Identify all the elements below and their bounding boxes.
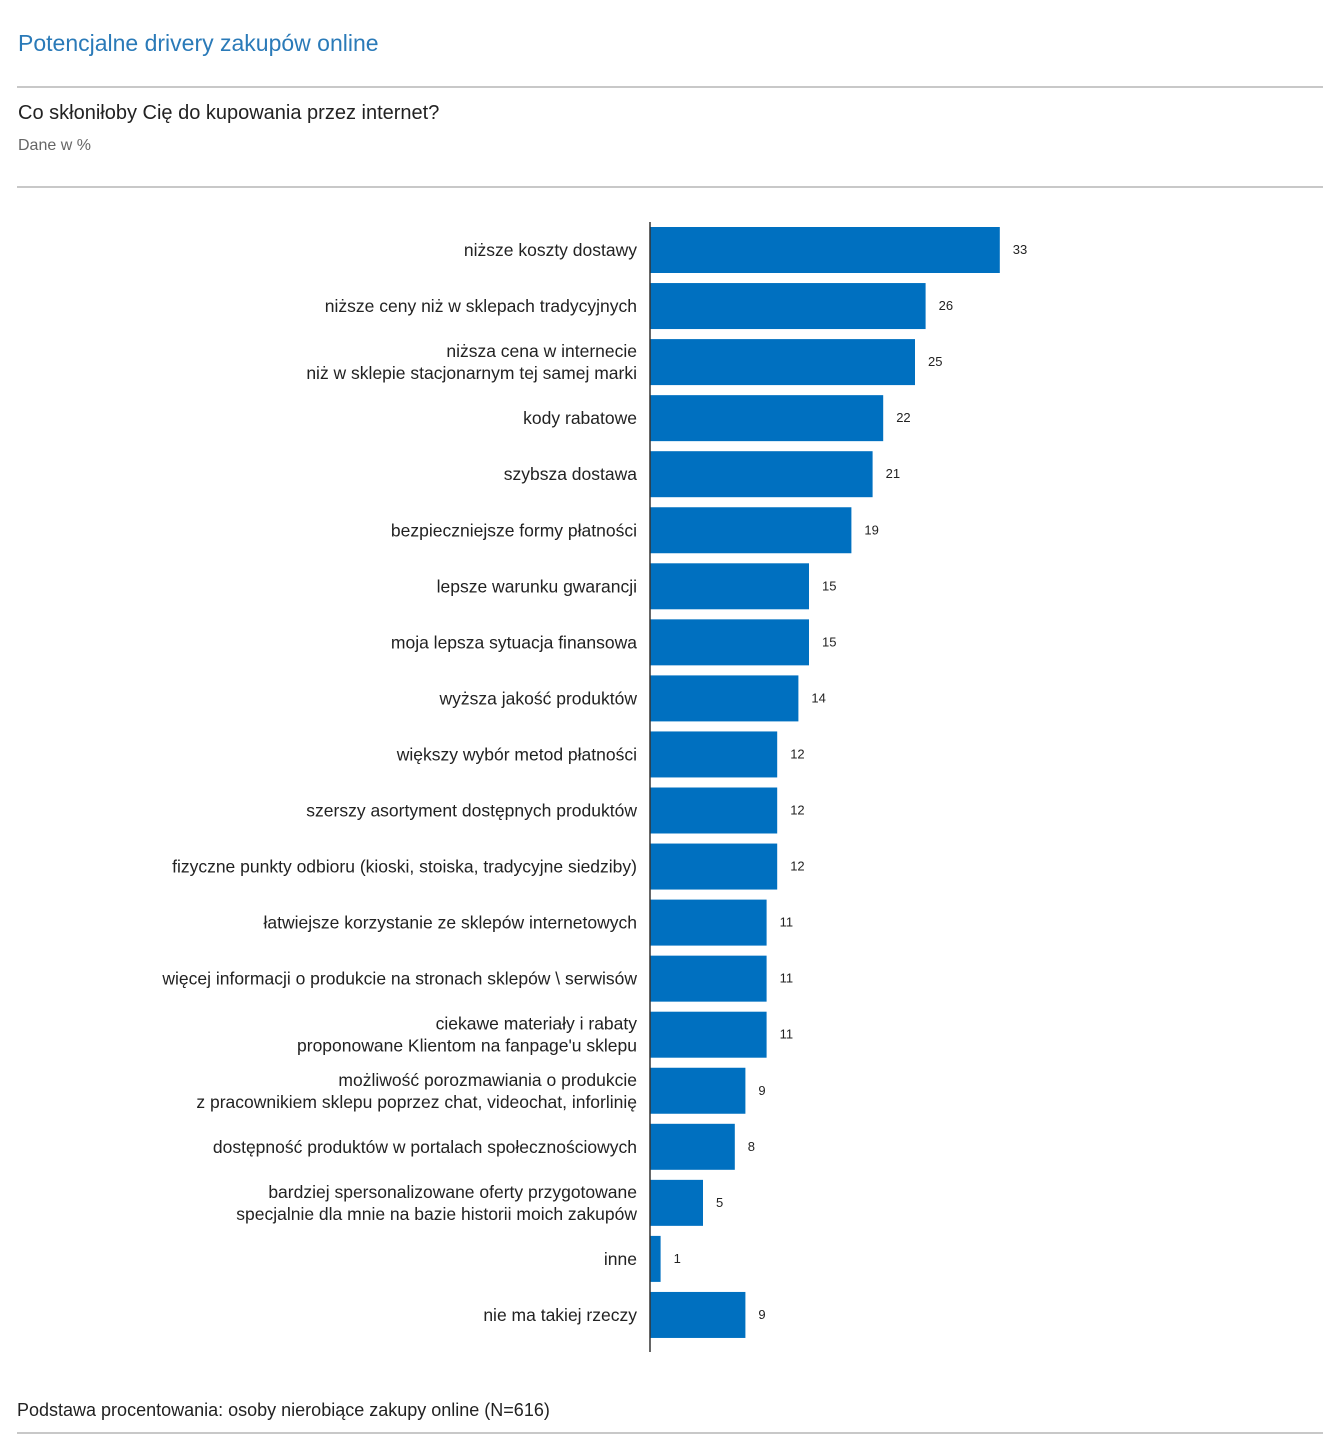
data-label: 9 [758, 1307, 765, 1322]
category-label-line: niż w sklepie stacjonarnym tej samej mar… [306, 363, 637, 383]
category-label-line: ciekawe materiały i rabaty [436, 1014, 638, 1034]
category-label-line: lepsze warunku gwarancji [437, 576, 637, 596]
category-label-line: bezpieczniejsze formy płatności [391, 520, 637, 540]
data-label: 11 [780, 971, 794, 986]
category-label-line: dostępność produktów w portalach społecz… [213, 1137, 637, 1157]
category-label-line: niższe ceny niż w sklepach tradycyjnych [325, 296, 637, 316]
bar [650, 395, 884, 442]
footer-note: Podstawa procentowania: osoby nierobiące… [17, 1400, 550, 1420]
category-label: szerszy asortyment dostępnych produktów [306, 801, 637, 821]
bar [650, 1067, 746, 1114]
bar [650, 1179, 703, 1226]
data-label: 25 [928, 354, 942, 369]
bar [650, 1123, 735, 1170]
category-label: lepsze warunku gwarancji [437, 576, 637, 596]
chart-question: Co skłoniłoby Cię do kupowania przez int… [18, 102, 440, 124]
category-label: możliwość porozmawiania o produkcie z pra… [196, 1070, 637, 1112]
bar [650, 451, 873, 498]
data-label: 5 [716, 1195, 723, 1210]
bar [650, 1235, 661, 1282]
bar [650, 563, 809, 610]
category-label-line: specjalnie dla mnie na bazie historii mo… [236, 1204, 637, 1224]
category-label-line: łatwiejsze korzystanie ze sklepów intern… [264, 913, 638, 933]
bar [650, 1291, 746, 1338]
category-label-line: proponowane Klientom na fanpage'u sklepu [297, 1036, 637, 1056]
bar [650, 955, 767, 1002]
category-label-line: większy wybór metod płatności [396, 744, 637, 764]
bar [650, 731, 778, 778]
category-label: niższe ceny niż w sklepach tradycyjnych [325, 296, 637, 316]
category-label-line: niższa cena w internecie [446, 341, 637, 361]
data-label: 26 [939, 298, 953, 313]
category-label-line: wyższa jakość produktów [439, 688, 638, 708]
category-label: fizyczne punkty odbioru (kioski, stoiska… [172, 857, 637, 877]
category-label-line: z pracownikiem sklepu poprzez chat, vide… [196, 1092, 637, 1112]
data-label: 22 [896, 410, 910, 425]
bar [650, 1011, 767, 1058]
data-label: 15 [822, 578, 836, 593]
category-label: kody rabatowe [523, 408, 637, 428]
data-label: 11 [780, 1027, 794, 1042]
bar [650, 843, 778, 890]
category-label-line: szybsza dostawa [504, 464, 638, 484]
category-label: bezpieczniejsze formy płatności [391, 520, 637, 540]
category-label: nie ma takiej rzeczy [483, 1305, 637, 1325]
divider [17, 86, 1323, 88]
data-label: 21 [886, 466, 900, 481]
category-label: niższa cena w internecie niż w sklepie st… [306, 341, 637, 383]
data-label: 12 [790, 746, 804, 761]
category-label-line: nie ma takiej rzeczy [483, 1305, 637, 1325]
category-label-line: niższe koszty dostawy [464, 240, 637, 260]
category-label: niższe koszty dostawy [464, 240, 637, 260]
bar [650, 339, 915, 386]
category-label: bardziej spersonalizowane oferty przygot… [236, 1182, 637, 1224]
category-label-line: szerszy asortyment dostępnych produktów [306, 801, 637, 821]
data-label: 33 [1013, 242, 1027, 257]
bar [650, 227, 1000, 273]
data-label: 14 [811, 690, 825, 705]
category-label: ciekawe materiały i rabaty proponowane Kl… [297, 1014, 637, 1056]
category-label: szybsza dostawa [504, 464, 638, 484]
category-label: dostępność produktów w portalach społecz… [213, 1137, 637, 1157]
data-label: 1 [674, 1251, 681, 1266]
category-label: więcej informacji o produkcie na stronac… [161, 969, 637, 989]
data-label: 8 [748, 1139, 755, 1154]
data-label: 19 [864, 522, 878, 537]
divider [17, 186, 1323, 188]
page-title: Potencjalne drivery zakupów online [18, 30, 379, 56]
bar [650, 899, 767, 946]
category-label: większy wybór metod płatności [396, 744, 637, 764]
bar [650, 507, 852, 554]
category-label-line: fizyczne punkty odbioru (kioski, stoiska… [172, 857, 637, 877]
bar [650, 787, 778, 834]
data-label: 12 [790, 803, 804, 818]
bar [650, 675, 799, 722]
category-label: moja lepsza sytuacja finansowa [391, 632, 637, 652]
divider [17, 1432, 1323, 1434]
category-label: wyższa jakość produktów [439, 688, 638, 708]
category-label-line: kody rabatowe [523, 408, 637, 428]
chart-unit: Dane w % [18, 137, 91, 154]
data-label: 12 [790, 859, 804, 874]
data-label: 15 [822, 634, 836, 649]
data-label: 11 [780, 915, 794, 930]
category-label-line: moja lepsza sytuacja finansowa [391, 632, 637, 652]
data-label: 9 [758, 1083, 765, 1098]
category-label-line: bardziej spersonalizowane oferty przygot… [268, 1182, 637, 1202]
bar [650, 283, 926, 330]
category-label-line: możliwość porozmawiania o produkcie [338, 1070, 637, 1090]
category-label: inne [604, 1249, 637, 1269]
category-label-line: inne [604, 1249, 637, 1269]
category-label-line: więcej informacji o produkcie na stronac… [161, 969, 637, 989]
bar [650, 619, 809, 666]
category-label: łatwiejsze korzystanie ze sklepów intern… [264, 913, 638, 933]
